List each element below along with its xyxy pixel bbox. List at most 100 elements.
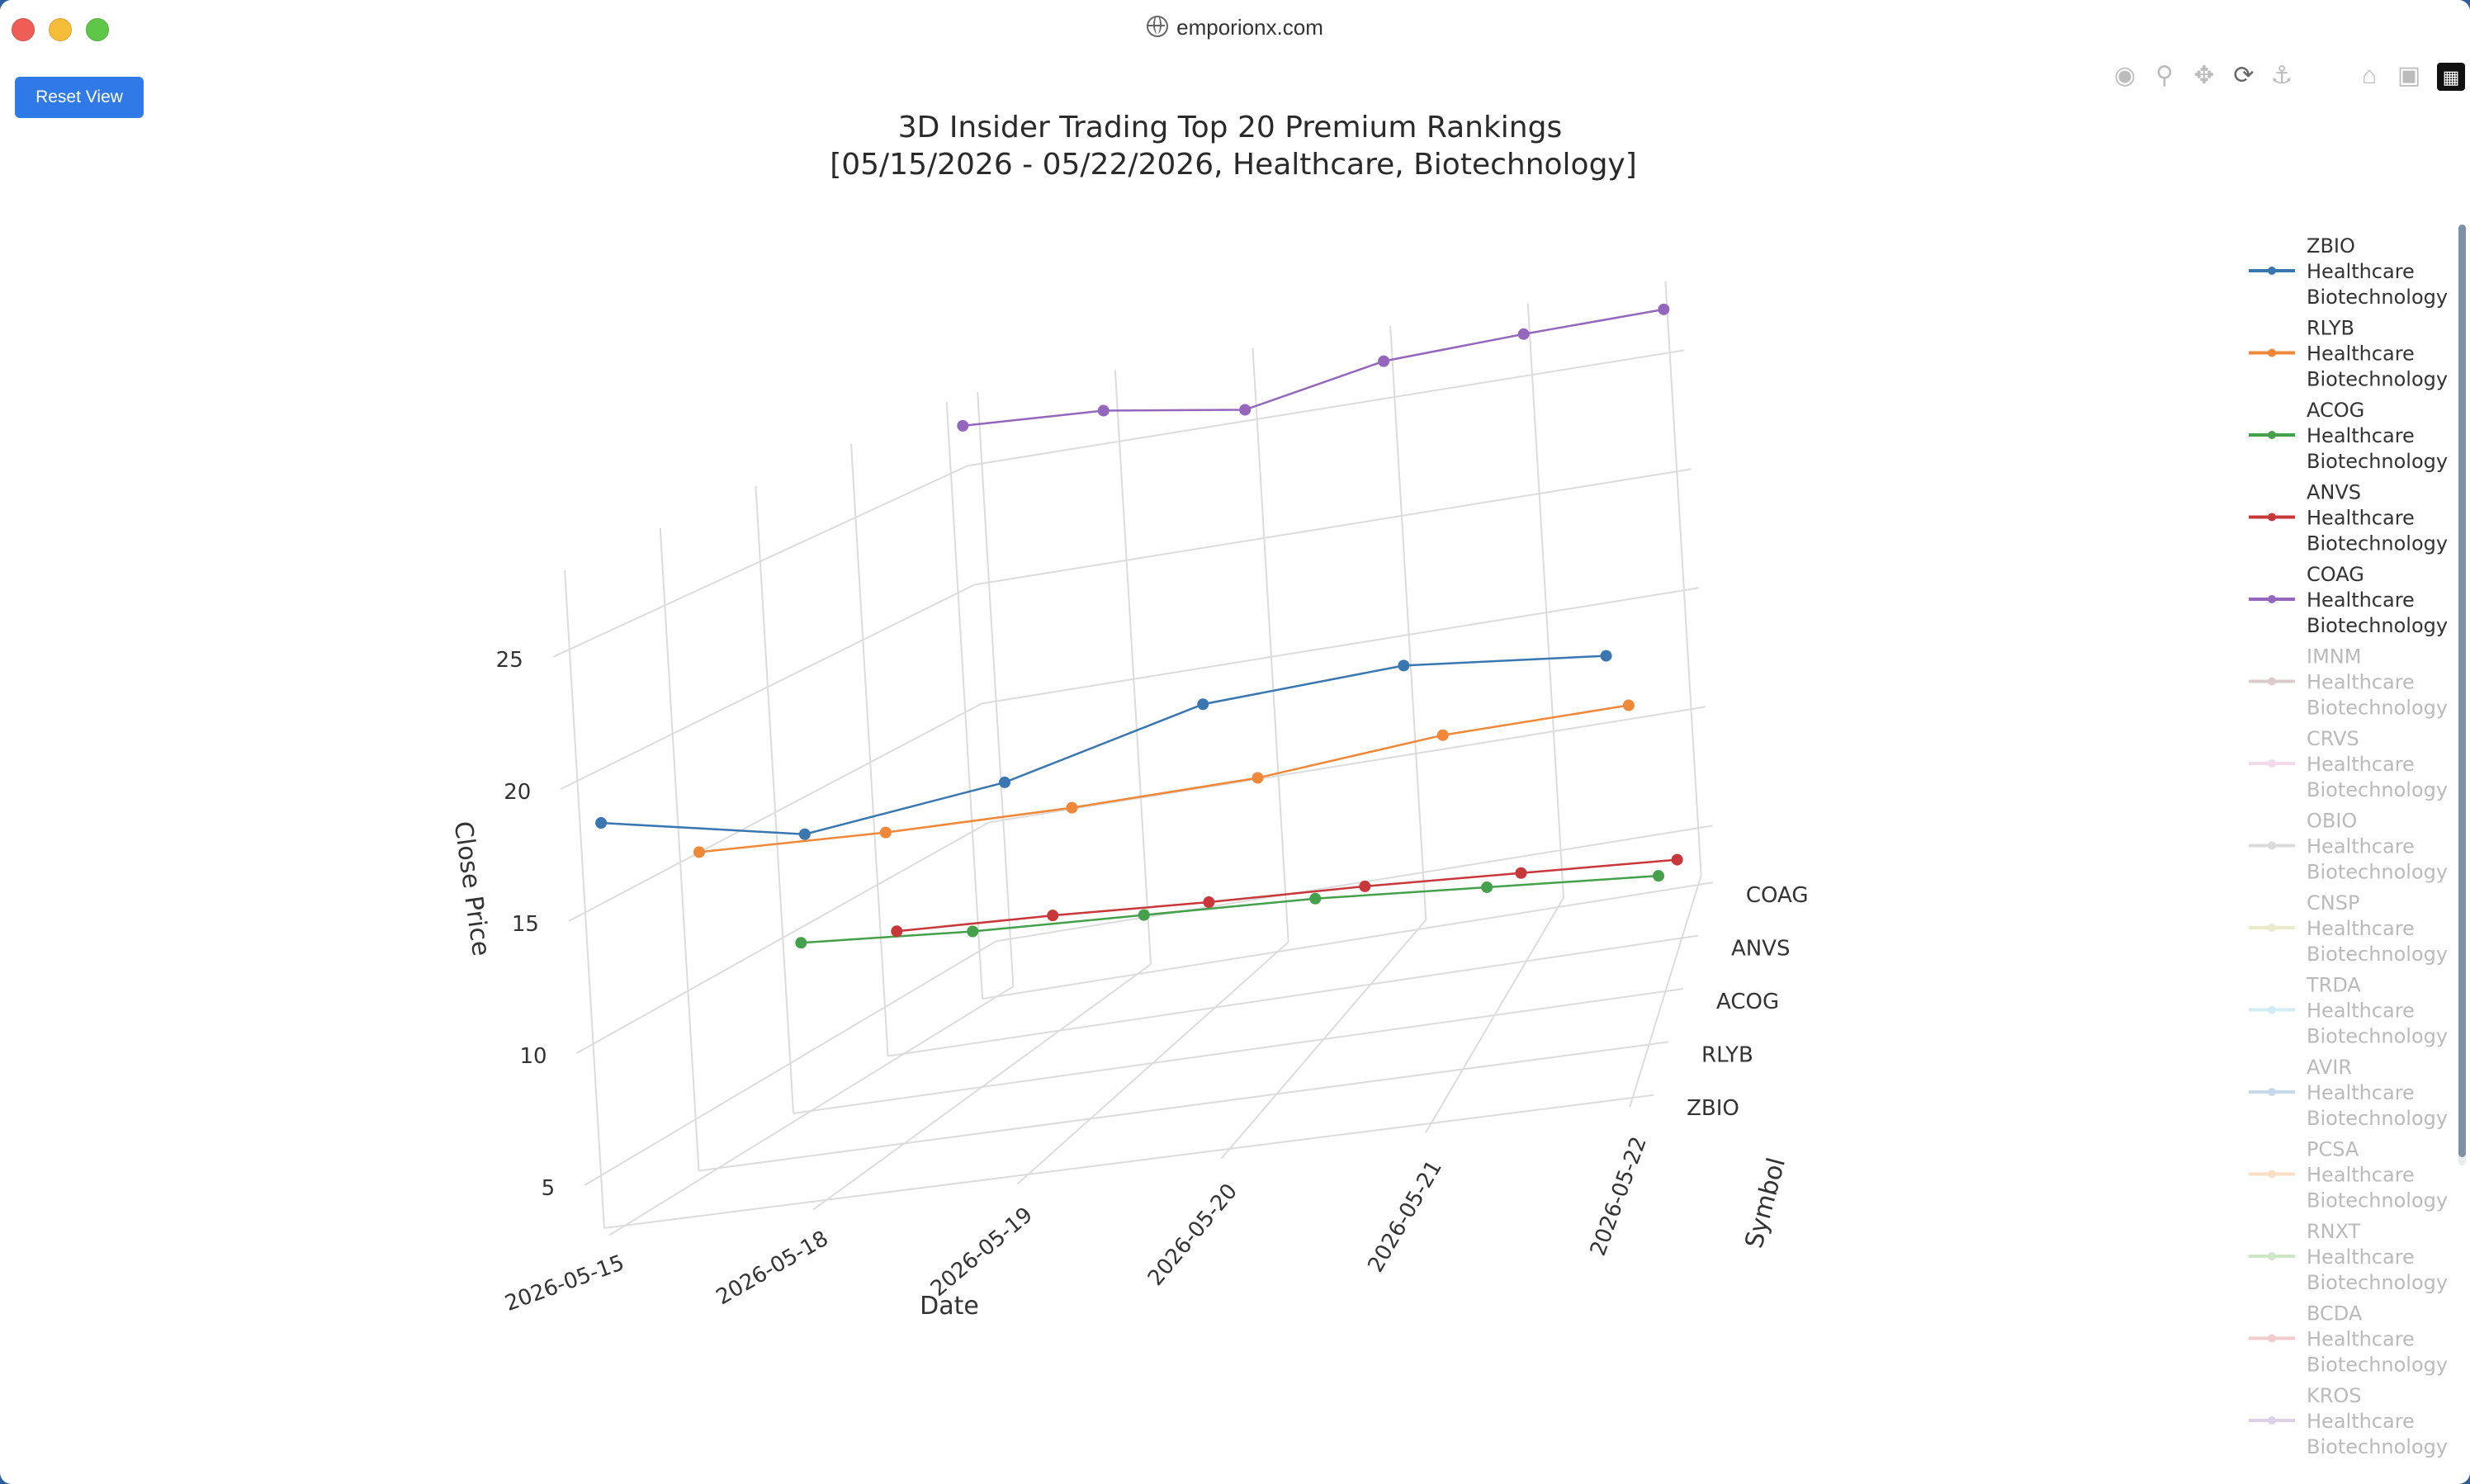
- data-point-rlyb[interactable]: [1622, 699, 1635, 711]
- orbit-rotation-icon[interactable]: ⟳: [2233, 62, 2255, 89]
- legend-label: CNSP: [2307, 891, 2359, 915]
- data-point-zbio[interactable]: [1398, 659, 1410, 672]
- scene-traces: [595, 303, 1683, 949]
- legend-scrollbar[interactable]: [2458, 224, 2466, 1165]
- data-point-acog[interactable]: [967, 925, 979, 938]
- data-point-anvs[interactable]: [1359, 880, 1371, 892]
- legend-label: Healthcare: [2307, 424, 2415, 447]
- data-point-rlyb[interactable]: [693, 846, 705, 858]
- series-line-rlyb[interactable]: [698, 704, 1630, 853]
- data-point-rlyb[interactable]: [1436, 729, 1449, 741]
- data-point-acog[interactable]: [1481, 881, 1493, 893]
- data-point-coag[interactable]: [1378, 355, 1390, 367]
- legend-label: Healthcare: [2307, 507, 2415, 530]
- legend-label: Biotechnology: [2307, 450, 2448, 473]
- data-point-coag[interactable]: [1517, 328, 1530, 340]
- address-bar[interactable]: emporionx.com: [0, 15, 2470, 40]
- series-line-anvs[interactable]: [897, 858, 1677, 933]
- symbol-tick-label: ACOG: [1716, 990, 1779, 1014]
- backwall-gridline-date: [1664, 281, 1702, 876]
- legend-label: Healthcare: [2307, 1328, 2415, 1351]
- data-point-acog[interactable]: [1138, 909, 1150, 921]
- backwall-gridline-z: [982, 587, 1699, 705]
- floor-gridline-symbol: [887, 934, 1699, 1057]
- series-line-zbio[interactable]: [601, 655, 1606, 836]
- legend-swatch-marker: [2268, 348, 2276, 357]
- data-point-zbio[interactable]: [1600, 650, 1612, 662]
- data-point-coag[interactable]: [1097, 404, 1110, 417]
- legend-label: Healthcare: [2307, 1410, 2415, 1433]
- legend-label: Healthcare: [2307, 1000, 2415, 1023]
- legend-label: Healthcare: [2307, 343, 2415, 366]
- zoom-icon[interactable]: ⚲: [2155, 62, 2174, 89]
- minimize-window-button[interactable]: [49, 18, 72, 41]
- legend-label: TRDA: [2306, 974, 2361, 997]
- z-tick-label: 5: [542, 1176, 556, 1201]
- data-point-rlyb[interactable]: [879, 826, 892, 839]
- data-point-coag[interactable]: [957, 419, 969, 432]
- legend-label: Biotechnology: [2307, 1354, 2448, 1377]
- data-point-coag[interactable]: [1658, 303, 1670, 315]
- date-tick-label: 2026-05-18: [712, 1226, 833, 1311]
- data-point-coag[interactable]: [1239, 404, 1252, 416]
- data-point-rlyb[interactable]: [1252, 772, 1264, 784]
- legend-swatch-marker: [2268, 513, 2276, 522]
- floor-gridline-symbol: [698, 1041, 1669, 1172]
- reset-view-button[interactable]: Reset View: [15, 77, 144, 118]
- close-window-button[interactable]: [12, 18, 35, 41]
- legend-swatch-marker: [2268, 759, 2276, 768]
- data-point-rlyb[interactable]: [1066, 801, 1078, 814]
- legend-label: Biotechnology: [2307, 697, 2448, 720]
- url-text: emporionx.com: [1176, 15, 1323, 40]
- plotly-logo-icon[interactable]: ▦: [2437, 63, 2465, 91]
- z-tick-label: 15: [512, 912, 539, 937]
- data-point-anvs[interactable]: [891, 925, 903, 938]
- legend-swatch-marker: [2268, 924, 2276, 932]
- floor-gridline-symbol: [982, 881, 1714, 1000]
- backwall-gridline-date: [1252, 347, 1289, 943]
- floor-gridline-symbol: [793, 988, 1684, 1114]
- data-point-zbio[interactable]: [998, 776, 1010, 788]
- backwall-gridline-date: [1526, 303, 1564, 898]
- data-point-anvs[interactable]: [1203, 896, 1215, 909]
- backwall-gridline-date: [977, 392, 1015, 987]
- data-point-acog[interactable]: [1653, 870, 1665, 882]
- reset-camera-icon[interactable]: ⌂: [2361, 62, 2378, 89]
- legend-scrollbar-thumb[interactable]: [2458, 224, 2466, 1157]
- data-point-acog[interactable]: [1309, 892, 1322, 905]
- data-point-acog[interactable]: [795, 937, 807, 949]
- pan-icon[interactable]: ✥: [2193, 62, 2215, 89]
- backwall-gridline-z: [974, 468, 1692, 586]
- scene-tick-labels: 5 10 15 20 25 2026-05-15 2026-05-18 2026-05-19 2…: [448, 648, 1809, 1321]
- data-point-zbio[interactable]: [595, 817, 608, 829]
- legend-label: Biotechnology: [2307, 778, 2448, 801]
- camera-icon[interactable]: ◉: [2113, 62, 2136, 89]
- maximize-window-button[interactable]: [86, 18, 109, 41]
- data-point-zbio[interactable]: [798, 828, 811, 840]
- legend-label: Healthcare: [2307, 260, 2415, 283]
- data-point-zbio[interactable]: [1197, 698, 1209, 711]
- data-point-anvs[interactable]: [1671, 853, 1683, 866]
- data-point-anvs[interactable]: [1047, 910, 1059, 922]
- data-point-anvs[interactable]: [1515, 867, 1527, 879]
- turntable-rotation-icon[interactable]: ⚓: [2270, 62, 2293, 89]
- series-line-acog[interactable]: [801, 874, 1659, 944]
- save-camera-icon[interactable]: ▣: [2397, 62, 2421, 89]
- series-line-coag[interactable]: [963, 308, 1664, 428]
